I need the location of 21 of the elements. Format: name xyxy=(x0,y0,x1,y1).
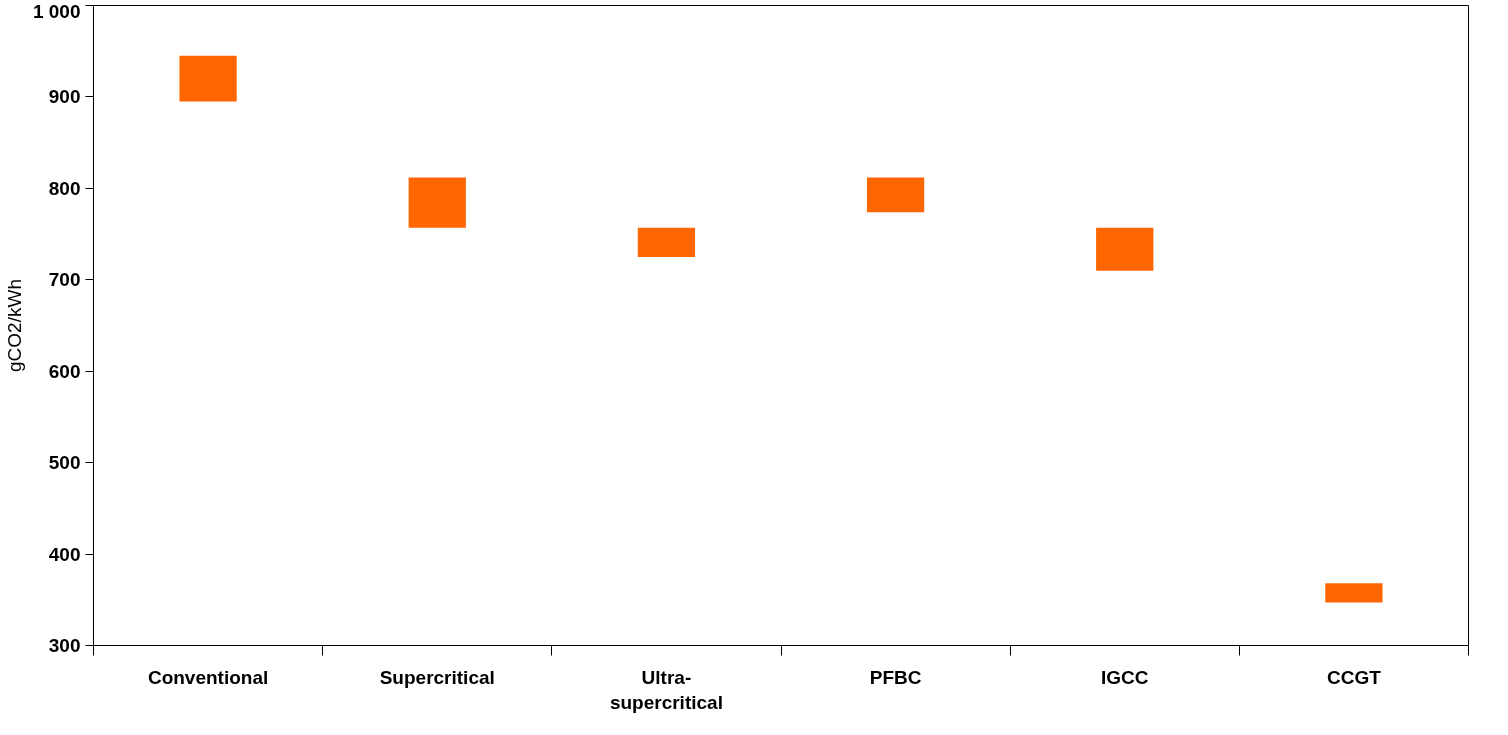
y-tick-label: 300 xyxy=(48,635,81,656)
x-tick-label: PFBC xyxy=(869,666,922,688)
x-tick-label: Conventional xyxy=(147,666,269,688)
x-tick-label: IGCC xyxy=(1101,666,1149,688)
y-tick-label: 700 xyxy=(48,269,81,291)
y-tick-label: 800 xyxy=(48,177,81,199)
bar xyxy=(408,177,466,228)
bar xyxy=(179,55,237,102)
y-axis-title: gCO2/kWh xyxy=(3,279,25,372)
y-tick-label: 900 xyxy=(48,86,81,108)
bar xyxy=(1096,227,1154,271)
bar xyxy=(1325,583,1383,603)
x-tick-label: Ultra-supercritical xyxy=(609,666,723,713)
bar xyxy=(637,227,696,257)
y-tick-label: 500 xyxy=(48,452,81,474)
x-tick-label: CCGT xyxy=(1327,666,1382,688)
x-tick-label: Supercritical xyxy=(379,666,495,688)
y-tick-label: 400 xyxy=(48,543,81,565)
y-tick-label: 600 xyxy=(48,360,81,382)
bar xyxy=(866,177,925,213)
y-tick-label: 1 000 xyxy=(32,0,81,22)
